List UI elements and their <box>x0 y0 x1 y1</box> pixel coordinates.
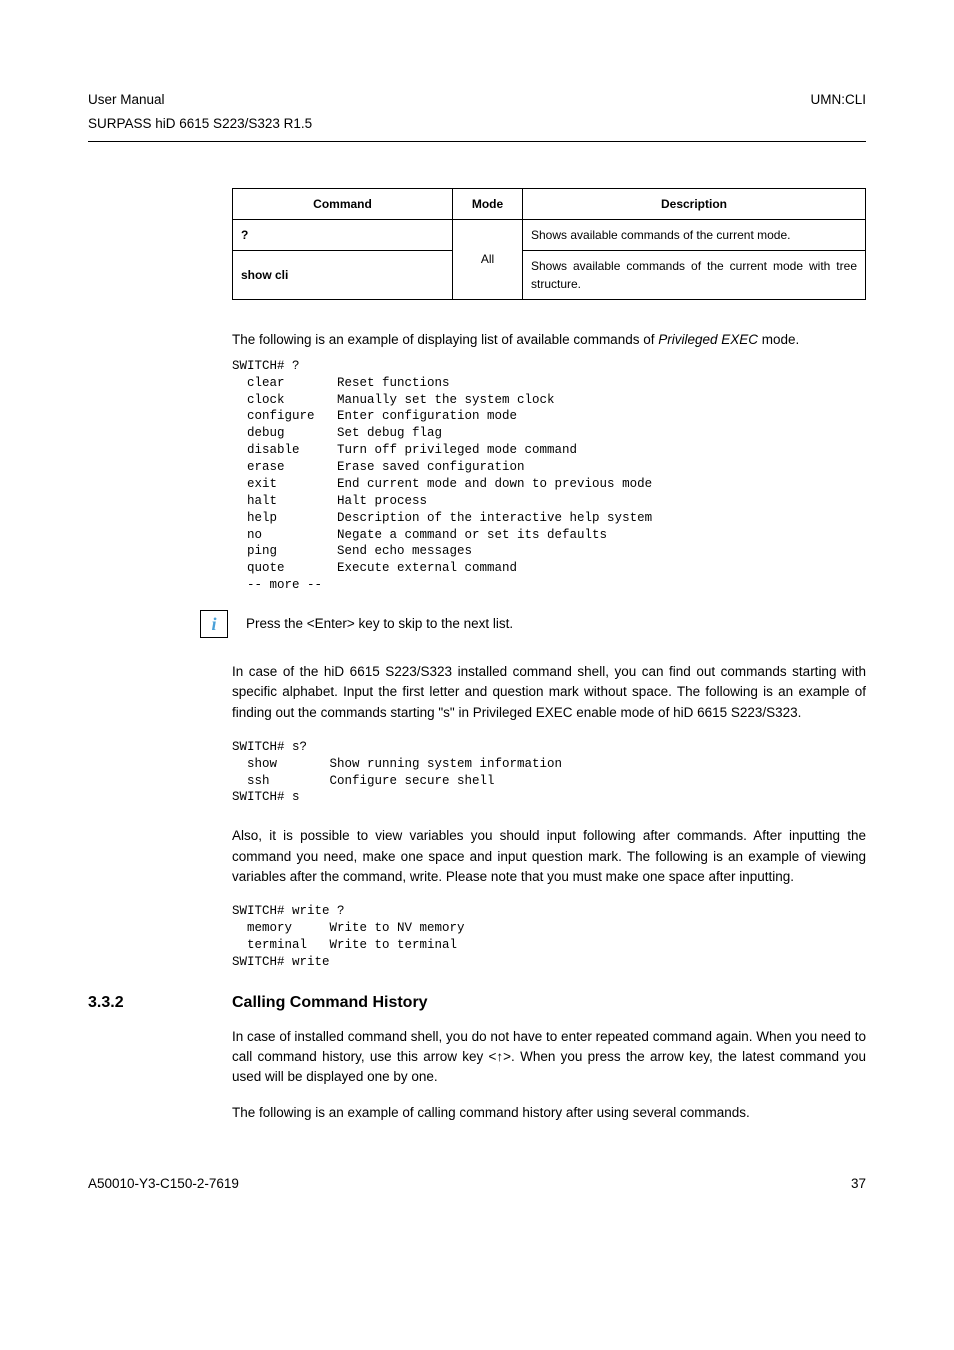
footer: A50010-Y3-C150-2-7619 37 <box>88 1174 866 1194</box>
code-block-3: SWITCH# write ? memory Write to NV memor… <box>232 903 866 971</box>
code-block-1: SWITCH# ? clear Reset functions clock Ma… <box>232 358 866 594</box>
code-block-2: SWITCH# s? show Show running system info… <box>232 739 866 807</box>
section-title: Calling Command History <box>232 991 428 1015</box>
td-desc-2: Shows available commands of the current … <box>523 250 866 299</box>
footer-left: A50010-Y3-C150-2-7619 <box>88 1174 239 1194</box>
para-2: In case of the hiD 6615 S223/S323 instal… <box>232 662 866 723</box>
header-left-line2: SURPASS hiD 6615 S223/S323 R1.5 <box>88 114 866 134</box>
th-mode: Mode <box>453 188 523 219</box>
para-4: In case of installed command shell, you … <box>232 1027 866 1088</box>
table-row: show cli Shows available commands of the… <box>233 250 866 299</box>
info-icon: i <box>200 610 228 638</box>
table-header-row: Command Mode Description <box>233 188 866 219</box>
header-rule <box>88 141 866 142</box>
command-table: Command Mode Description ? All Shows ava… <box>232 188 866 300</box>
para-3: Also, it is possible to view variables y… <box>232 826 866 887</box>
section-heading: 3.3.2 Calling Command History <box>88 991 866 1015</box>
td-cmd-1: ? <box>233 219 453 250</box>
footer-page-number: 37 <box>851 1174 866 1194</box>
header-left-line1: User Manual <box>88 90 165 110</box>
para-intro-1: The following is an example of displayin… <box>232 330 866 350</box>
table-row: ? All Shows available commands of the cu… <box>233 219 866 250</box>
section-number: 3.3.2 <box>88 991 232 1015</box>
header-right: UMN:CLI <box>810 90 866 110</box>
td-desc-1: Shows available commands of the current … <box>523 219 866 250</box>
info-note-row: i Press the <Enter> key to skip to the n… <box>200 614 866 638</box>
info-text-1: Press the <Enter> key to skip to the nex… <box>246 614 866 634</box>
td-mode: All <box>453 219 523 299</box>
th-command: Command <box>233 188 453 219</box>
td-cmd-2: show cli <box>233 250 453 299</box>
th-description: Description <box>523 188 866 219</box>
para-5: The following is an example of calling c… <box>232 1103 866 1123</box>
